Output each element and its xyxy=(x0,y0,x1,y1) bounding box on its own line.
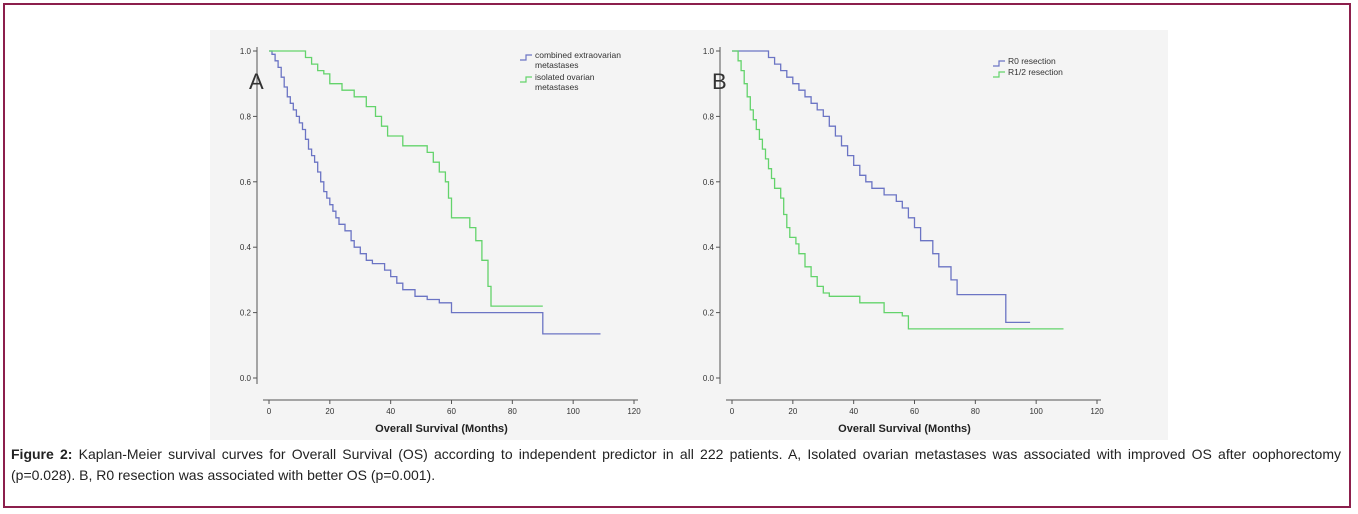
x-axis-label: Overall Survival (Months) xyxy=(375,423,508,435)
y-tick-label: 0.6 xyxy=(703,178,715,187)
km-chart-a: 0.0 0.2 0.4 0.6 0.8 1.0 0 20 40 60 80 100 120 Overall… xyxy=(240,47,641,435)
legend-label: combined extraovarian xyxy=(535,50,621,60)
legend-marker xyxy=(993,71,1005,78)
legend-marker xyxy=(520,54,532,61)
y-tick-label: 0.8 xyxy=(240,112,252,121)
x-tick-label: 0 xyxy=(267,407,272,416)
figure-caption: Figure 2: Kaplan-Meier survival curves f… xyxy=(11,444,1341,486)
caption-text: Kaplan-Meier survival curves for Overall… xyxy=(11,446,1341,483)
panel-letter: B xyxy=(712,69,727,94)
legend-label: R0 resection xyxy=(1008,56,1056,66)
legend-label: metastases xyxy=(535,82,578,92)
legend-marker xyxy=(993,60,1005,67)
x-axis-label: Overall Survival (Months) xyxy=(838,423,971,435)
y-tick-label: 1.0 xyxy=(240,47,252,56)
caption-label: Figure 2: xyxy=(11,446,73,462)
legend-label: isolated ovarian xyxy=(535,72,595,82)
survival-curve-green xyxy=(269,50,543,307)
x-tick-label: 20 xyxy=(788,407,797,416)
y-tick-label: 0.2 xyxy=(703,309,715,318)
legend-label: metastases xyxy=(535,60,578,70)
x-tick-label: 100 xyxy=(566,407,580,416)
figure-panel-background xyxy=(210,30,1168,440)
y-tick-label: 1.0 xyxy=(703,47,715,56)
km-chart-b: 0.0 0.2 0.4 0.6 0.8 1.0 0 20 40 60 80 100 120 Overall… xyxy=(703,47,1104,435)
survival-curve-green xyxy=(732,50,1064,330)
y-tick-label: 0.4 xyxy=(703,243,715,252)
legend-label: R1/2 resection xyxy=(1008,67,1063,77)
legend-marker xyxy=(520,76,532,83)
survival-curve-blue xyxy=(732,50,1031,324)
y-tick-label: 0.0 xyxy=(703,374,715,383)
x-tick-label: 60 xyxy=(910,407,919,416)
x-tick-label: 0 xyxy=(730,407,735,416)
y-tick-label: 0.2 xyxy=(240,309,252,318)
x-tick-label: 20 xyxy=(325,407,334,416)
x-tick-label: 80 xyxy=(971,407,980,416)
y-tick-label: 0.8 xyxy=(703,112,715,121)
x-tick-label: 40 xyxy=(849,407,858,416)
panel-letter: A xyxy=(249,69,264,94)
x-tick-label: 100 xyxy=(1029,407,1043,416)
x-tick-label: 40 xyxy=(386,407,395,416)
y-tick-label: 0.4 xyxy=(240,243,252,252)
survival-curve-blue xyxy=(269,50,601,335)
x-tick-label: 80 xyxy=(508,407,517,416)
x-tick-label: 120 xyxy=(627,407,641,416)
x-tick-label: 120 xyxy=(1090,407,1104,416)
y-tick-label: 0.6 xyxy=(240,178,252,187)
x-tick-label: 60 xyxy=(447,407,456,416)
y-tick-label: 0.0 xyxy=(240,374,252,383)
